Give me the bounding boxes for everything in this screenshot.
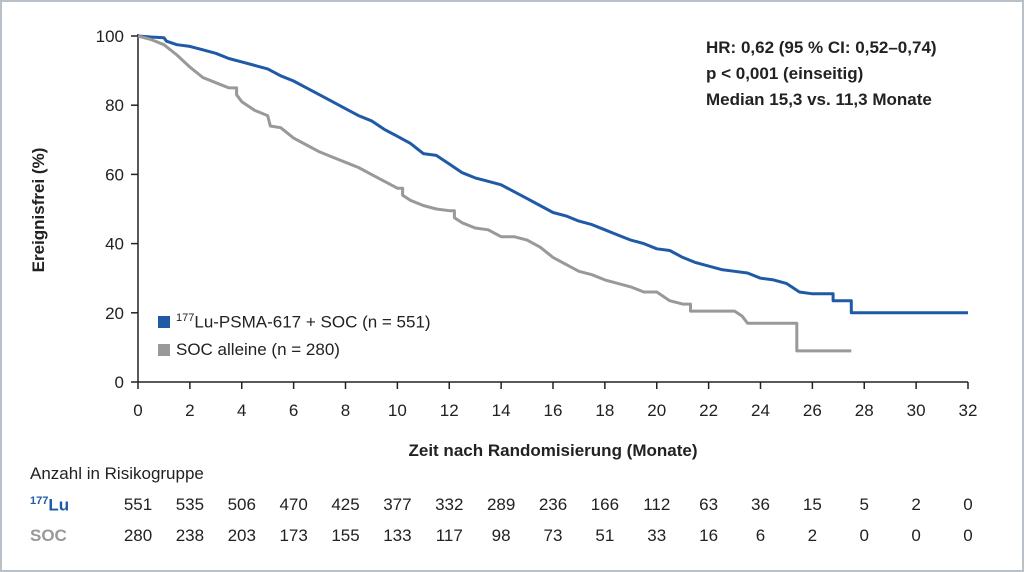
x-tick-label: 20 <box>647 401 666 420</box>
legend-item-lu-psma: 177Lu-PSMA-617 + SOC (n = 551) <box>158 312 431 333</box>
risk-cell: 5 <box>859 495 869 514</box>
y-tick-label: 0 <box>115 373 124 392</box>
risk-cell: 73 <box>543 526 563 545</box>
x-tick-label: 28 <box>855 401 874 420</box>
risk-cell: 117 <box>435 526 463 545</box>
legend-swatch-soc <box>158 344 170 356</box>
x-tick-label: 32 <box>959 401 978 420</box>
x-tick-label: 8 <box>341 401 350 420</box>
risk-cell: 33 <box>647 526 667 545</box>
legend-label-lu-psma: 177Lu-PSMA-617 + SOC (n = 551) <box>176 312 431 333</box>
risk-cell: 236 <box>538 495 568 514</box>
y-tick-label: 40 <box>105 235 124 254</box>
risk-row-label-soc: SOC <box>30 526 67 545</box>
risk-cell: 166 <box>590 495 620 514</box>
y-tick-label: 100 <box>96 27 124 46</box>
legend-label-lu-psma-text: Lu-PSMA-617 + SOC (n = 551) <box>194 312 431 332</box>
y-tick-label: 60 <box>105 165 124 184</box>
risk-cell: 238 <box>175 526 205 545</box>
risk-cell: 51 <box>595 526 615 545</box>
risk-cell: 506 <box>227 495 256 514</box>
risk-cell: 15 <box>802 495 822 514</box>
x-tick-label: 6 <box>289 401 298 420</box>
y-tick-label: 80 <box>105 96 124 115</box>
risk-cell: 173 <box>279 526 308 545</box>
legend-label-lu-psma-sup: 177 <box>176 312 195 324</box>
x-tick-label: 24 <box>751 401 770 420</box>
x-axis-label: Zeit nach Randomisierung (Monate) <box>408 441 697 460</box>
risk-cell: 551 <box>123 495 153 514</box>
x-tick-label: 22 <box>699 401 718 420</box>
x-tick-label: 18 <box>595 401 614 420</box>
x-tick-label: 30 <box>907 401 926 420</box>
risk-cell: 155 <box>331 526 360 545</box>
risk-cell: 203 <box>227 526 256 545</box>
risk-cell: 470 <box>279 495 308 514</box>
risk-row-label-lu-sup: 177 <box>30 495 49 507</box>
legend-swatch-lu-psma <box>158 316 170 329</box>
legend-item-soc: SOC alleine (n = 280) <box>158 340 340 360</box>
risk-row-label-lu-text: Lu <box>48 495 70 515</box>
risk-cell: 0 <box>963 526 973 545</box>
risk-cell: 133 <box>383 526 412 545</box>
risk-row-label-lu: 177Lu <box>30 495 69 516</box>
risk-cell: 2 <box>807 526 818 545</box>
risk-cell: 98 <box>491 526 511 545</box>
risk-cell: 332 <box>435 495 464 514</box>
x-tick-label: 14 <box>492 401 511 420</box>
risk-cell: 377 <box>383 495 412 514</box>
x-tick-label: 16 <box>544 401 563 420</box>
y-tick-label: 20 <box>105 304 124 323</box>
risk-cell: 63 <box>699 495 719 514</box>
series-line-soc <box>137 34 852 353</box>
risk-row-soc: SOC 280 238 203 173 155 133 117 98 73 51 33 16 6 2 0 0 0 <box>0 526 1024 548</box>
x-tick-label: 10 <box>388 401 407 420</box>
x-tick-label: 4 <box>237 401 246 420</box>
legend-label-soc: SOC alleine (n = 280) <box>176 340 340 359</box>
risk-cell: 289 <box>486 495 516 514</box>
chart-curves <box>137 34 968 353</box>
risk-cell: 0 <box>963 495 973 514</box>
risk-cell: 0 <box>911 526 921 545</box>
risk-cell: 36 <box>751 495 770 514</box>
x-tick-label: 0 <box>133 401 142 420</box>
risk-cell: 0 <box>859 526 869 545</box>
p-value-annotation: p < 0,001 (einseitig) <box>706 64 864 83</box>
series-line-lu-psma <box>137 34 968 315</box>
y-axis-label: Ereignisfrei (%) <box>29 148 48 273</box>
risk-table-title: Anzahl in Risikogruppe <box>30 464 204 483</box>
hazard-ratio-annotation: HR: 0,62 (95 % CI: 0,52–0,74) <box>706 38 937 57</box>
risk-cell: 112 <box>643 495 671 514</box>
risk-row-lu: 177Lu 551 535 506 470 425 377 332 289 236 166 112 6… <box>0 495 1024 517</box>
risk-cell: 425 <box>331 495 360 514</box>
risk-cell: 2 <box>911 495 921 514</box>
x-tick-label: 26 <box>803 401 822 420</box>
risk-cell: 535 <box>175 495 205 514</box>
x-tick-label: 12 <box>440 401 459 420</box>
risk-cell: 6 <box>755 526 766 545</box>
risk-cell: 16 <box>699 526 719 545</box>
risk-cell: 280 <box>123 526 153 545</box>
x-tick-label: 2 <box>185 401 194 420</box>
median-annotation: Median 15,3 vs. 11,3 Monate <box>706 90 932 109</box>
